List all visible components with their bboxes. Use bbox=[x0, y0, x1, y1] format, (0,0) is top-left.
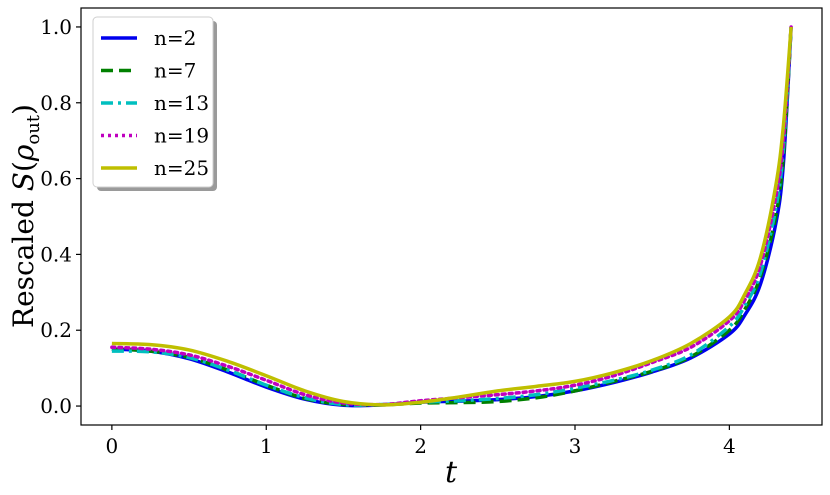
y-tick-label: 0.8 bbox=[40, 91, 72, 115]
legend-box bbox=[92, 16, 214, 188]
y-tick-label: 0.2 bbox=[40, 318, 72, 342]
y-tick-label: 0.0 bbox=[40, 394, 72, 418]
axis-ticks: 0 1 2 3 4 0.0 0.2 0.4 0.6 0.8 1.0 bbox=[40, 15, 736, 458]
series-line-n-19 bbox=[110, 25, 793, 407]
legend-label-n-2: n=2 bbox=[154, 26, 196, 50]
legend-label-n-13: n=13 bbox=[154, 91, 209, 115]
y-tick-label: 1.0 bbox=[40, 15, 72, 39]
legend-label-n-25: n=25 bbox=[154, 156, 209, 180]
x-tick-label: 1 bbox=[260, 434, 273, 458]
legend-label-n-19: n=19 bbox=[154, 124, 209, 148]
x-tick-label: 4 bbox=[723, 434, 736, 458]
series-line-n-7 bbox=[111, 26, 793, 407]
series-line-n-13 bbox=[111, 26, 793, 407]
x-tick-label: 2 bbox=[414, 434, 427, 458]
plot-frame bbox=[80, 7, 823, 426]
y-tick-label: 0.6 bbox=[40, 167, 72, 191]
x-tick-label: 0 bbox=[106, 434, 119, 458]
y-axis-label: Rescaled S(ρout) bbox=[7, 104, 44, 328]
y-tick-label: 0.4 bbox=[40, 242, 72, 266]
plot-lines bbox=[110, 25, 793, 408]
legend: n=2 n=7 n=13 n=19 n=25 bbox=[92, 16, 217, 191]
series-line-n-25 bbox=[111, 26, 793, 407]
x-axis-label: t bbox=[445, 455, 458, 490]
legend-label-n-7: n=7 bbox=[154, 59, 196, 83]
x-tick-label: 3 bbox=[569, 434, 582, 458]
